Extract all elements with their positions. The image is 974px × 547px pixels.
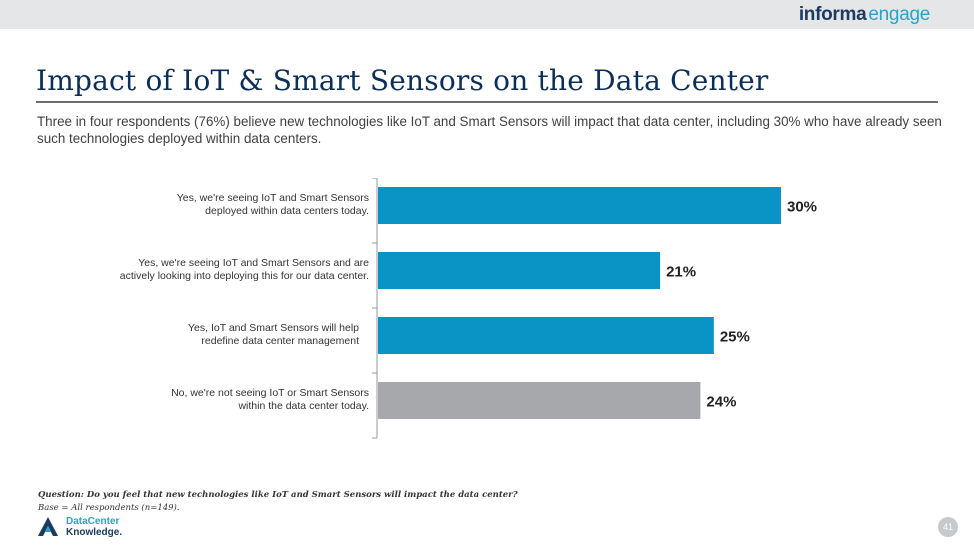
logo-line-1: DataCenter [66,516,120,527]
category-label: Yes, we're seeing IoT and Smart Sensors … [138,257,369,269]
data-label: 25% [720,329,750,346]
bar [378,187,781,224]
datacenter-knowledge-logo: DataCenter Knowledge. [66,517,122,538]
category-label: redefine data center management [201,335,359,347]
category-label: within the data center today. [237,400,369,412]
bar [378,252,661,289]
category-label: No, we're not seeing IoT or Smart Sensor… [171,387,369,399]
footnote-question: Question: Do you feel that new technolog… [38,490,518,500]
data-label: 30% [787,199,817,216]
brand-part-1: informa [798,4,867,25]
bar-chart: 30% Yes, we're seeing IoT and Smart Senso… [120,178,817,439]
top-bar [0,0,974,29]
logo-line-2: Knowledge. [66,527,123,538]
bar [378,382,701,419]
slide-title: Impact of IoT & Smart Sensors on the Dat… [36,64,769,97]
page-number: 41 [938,517,958,537]
footnote-base: Base = All respondents (n=149). [38,503,180,513]
category-label: Yes, we're seeing IoT and Smart Sensors [177,192,369,204]
slide-subtitle: Three in four respondents (76%) believe … [37,114,942,146]
category-label: Yes, IoT and Smart Sensors will help [188,322,359,334]
category-label: actively looking into deploying this for… [120,270,369,282]
bar [378,317,714,354]
category-label: deployed within data centers today. [205,205,369,217]
datacenter-knowledge-logo-icon [38,517,58,536]
brand-part-2: engage [868,4,930,25]
informa-engage-logo: informa engage [799,4,930,26]
data-label: 21% [666,264,696,281]
data-label: 24% [706,394,736,411]
title-divider [36,101,938,103]
